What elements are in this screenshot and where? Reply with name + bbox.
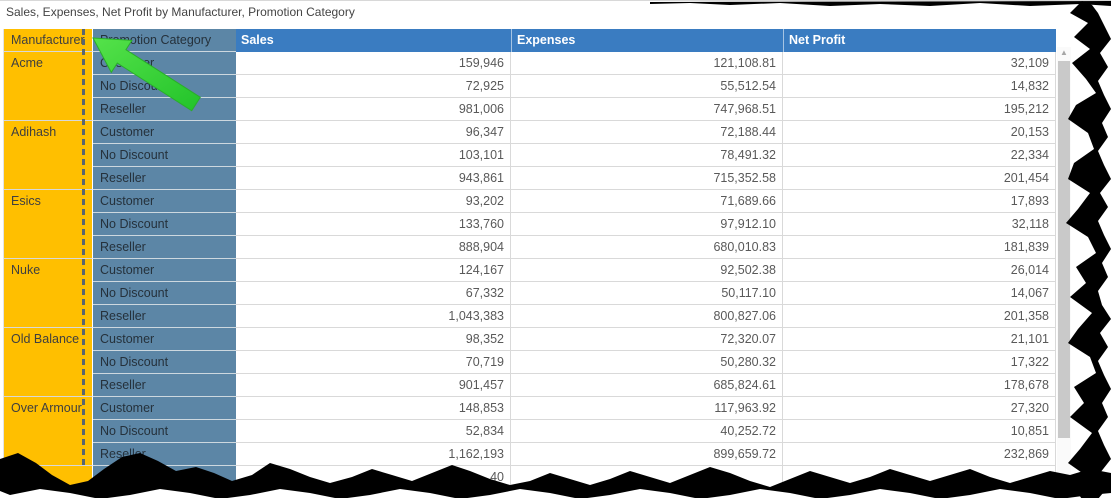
table-grid: Manufacturer Promotion Category Sales Ex… [3, 29, 1056, 489]
manufacturer-cell[interactable]: Esics [4, 190, 93, 259]
expenses-cell[interactable]: 92,502.38 [511, 259, 783, 282]
netprofit-cell[interactable]: 195,212 [783, 98, 1056, 121]
netprofit-cell[interactable]: 17,322 [783, 351, 1056, 374]
netprofit-cell[interactable]: 201,358 [783, 305, 1056, 328]
sales-cell[interactable]: 1,162,193 [236, 443, 511, 466]
promotion-cell[interactable]: Customer [93, 190, 236, 213]
manufacturer-cell[interactable]: Over Armour [4, 397, 93, 466]
expenses-cell[interactable]: 40,252.72 [511, 420, 783, 443]
sales-cell[interactable]: 70,719 [236, 351, 511, 374]
netprofit-cell[interactable]: 21,101 [783, 328, 1056, 351]
expenses-cell[interactable]: 800,827.06 [511, 305, 783, 328]
netprofit-cell[interactable]: 14,832 [783, 75, 1056, 98]
promotion-cell[interactable]: No Discount [93, 351, 236, 374]
sales-cell[interactable]: 943,861 [236, 167, 511, 190]
scroll-up-arrow-icon[interactable]: ▲ [1060, 48, 1068, 57]
visual-title: Sales, Expenses, Net Profit by Manufactu… [6, 5, 355, 19]
column-header-sales[interactable]: Sales [236, 29, 511, 52]
expenses-cell[interactable]: 78,491.32 [511, 144, 783, 167]
netprofit-cell[interactable]: 17,893 [783, 190, 1056, 213]
netprofit-cell[interactable]: 10,851 [783, 420, 1056, 443]
promotion-cell[interactable]: Reseller [93, 236, 236, 259]
promotion-cell[interactable]: No Discount [93, 282, 236, 305]
sales-cell[interactable]: 103,101 [236, 144, 511, 167]
sales-cell[interactable]: 1,043,383 [236, 305, 511, 328]
expenses-cell[interactable]: 50,280.32 [511, 351, 783, 374]
promotion-cell[interactable]: Customer [93, 52, 236, 75]
sales-cell[interactable]: 67,332 [236, 282, 511, 305]
expenses-cell[interactable]: 715,352.58 [511, 167, 783, 190]
promotion-cell[interactable]: Customer [93, 259, 236, 282]
netprofit-cell[interactable]: 178,678 [783, 374, 1056, 397]
promotion-cell[interactable]: Reseller [93, 98, 236, 121]
sales-cell[interactable]: 72,925 [236, 75, 511, 98]
promotion-cell[interactable]: Reseller [93, 305, 236, 328]
expenses-cell[interactable]: 97,912.10 [511, 213, 783, 236]
expenses-cell[interactable]: 899,659.72 [511, 443, 783, 466]
sales-cell[interactable]: 93,202 [236, 190, 511, 213]
sales-cell[interactable]: 981,006 [236, 98, 511, 121]
expenses-cell[interactable]: 72,188.44 [511, 121, 783, 144]
netprofit-cell[interactable]: 26,014 [783, 259, 1056, 282]
column-selection-dashed-border [82, 29, 85, 465]
manufacturer-cell[interactable]: Acme [4, 52, 93, 121]
sales-cell[interactable]: 888,904 [236, 236, 511, 259]
netprofit-cell[interactable]: 20,153 [783, 121, 1056, 144]
vertical-scrollbar[interactable]: ▲ [1057, 47, 1071, 498]
sales-cell[interactable]: 98,352 [236, 328, 511, 351]
promotion-cell[interactable]: Customer [93, 121, 236, 144]
expenses-cell[interactable]: 747,968.51 [511, 98, 783, 121]
partial-manufacturer-cell[interactable] [4, 466, 93, 489]
promotion-cell[interactable]: No Discount [93, 420, 236, 443]
expenses-cell[interactable]: 117,963.92 [511, 397, 783, 420]
sales-cell[interactable]: 96,347 [236, 121, 511, 144]
column-header-expenses[interactable]: Expenses [511, 29, 783, 52]
netprofit-cell[interactable]: 32,109 [783, 52, 1056, 75]
column-header-manufacturer[interactable]: Manufacturer [4, 29, 93, 52]
promotion-cell[interactable]: Reseller [93, 167, 236, 190]
partial-netprofit-cell[interactable] [783, 466, 1056, 489]
sales-cell[interactable]: 148,853 [236, 397, 511, 420]
column-header-promotion-category[interactable]: Promotion Category [93, 29, 236, 52]
manufacturer-cell[interactable]: Old Balance [4, 328, 93, 397]
sales-cell[interactable]: 124,167 [236, 259, 511, 282]
sales-cell[interactable]: 159,946 [236, 52, 511, 75]
column-header-net-profit[interactable]: Net Profit [783, 29, 1056, 52]
promotion-cell[interactable]: No Discount [93, 144, 236, 167]
promotion-cell[interactable]: Reseller [93, 443, 236, 466]
netprofit-cell[interactable]: 201,454 [783, 167, 1056, 190]
promotion-cell[interactable]: Reseller [93, 374, 236, 397]
promotion-cell[interactable]: Customer [93, 328, 236, 351]
netprofit-cell[interactable]: 32,118 [783, 213, 1056, 236]
expenses-cell[interactable]: 121,108.81 [511, 52, 783, 75]
expenses-cell[interactable]: 55,512.54 [511, 75, 783, 98]
netprofit-cell[interactable]: 232,869 [783, 443, 1056, 466]
expenses-cell[interactable]: 71,689.66 [511, 190, 783, 213]
sales-cell[interactable]: 133,760 [236, 213, 511, 236]
promotion-cell[interactable]: Customer [93, 397, 236, 420]
sales-cell[interactable]: 901,457 [236, 374, 511, 397]
expenses-cell[interactable]: 50,117.10 [511, 282, 783, 305]
expenses-cell[interactable]: 680,010.83 [511, 236, 783, 259]
scrollbar-thumb[interactable] [1058, 61, 1070, 438]
manufacturer-cell[interactable]: Adihash [4, 121, 93, 190]
partial-promotion-cell[interactable] [93, 466, 236, 489]
partial-expenses-cell[interactable] [511, 466, 783, 489]
expenses-cell[interactable]: 685,824.61 [511, 374, 783, 397]
expenses-cell[interactable]: 72,320.07 [511, 328, 783, 351]
promotion-cell[interactable]: No Discount [93, 213, 236, 236]
netprofit-cell[interactable]: 27,320 [783, 397, 1056, 420]
manufacturer-cell[interactable]: Nuke [4, 259, 93, 328]
netprofit-cell[interactable]: 22,334 [783, 144, 1056, 167]
partial-sales-cell[interactable]: 40 [236, 466, 511, 489]
netprofit-cell[interactable]: 14,067 [783, 282, 1056, 305]
promotion-cell[interactable]: No Discount [93, 75, 236, 98]
sales-cell[interactable]: 52,834 [236, 420, 511, 443]
netprofit-cell[interactable]: 181,839 [783, 236, 1056, 259]
